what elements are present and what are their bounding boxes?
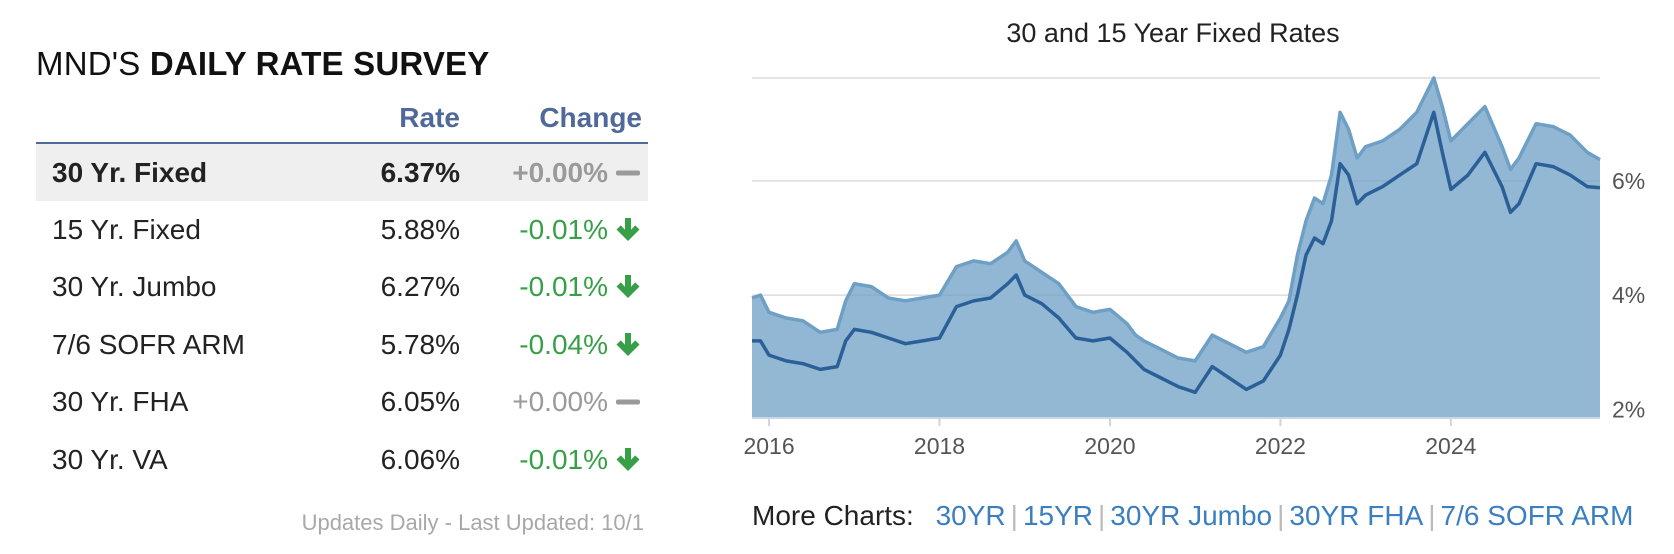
rate-row-rate: 6.05% [380,386,460,418]
x-tick-label: 2016 [743,433,794,459]
rate-survey-panel: MND'S DAILY RATE SURVEY Rate Change 30 Y… [36,44,648,535]
rate-row-change: +0.00% [512,386,608,418]
series-line-15yr [752,110,1601,395]
rate-row-change: -0.01% [519,271,608,303]
rate-row-change: -0.04% [519,328,608,360]
rate-row[interactable]: 30 Yr. Jumbo 6.27% -0.01% [36,259,648,316]
survey-title-prefix: MND'S [36,45,141,82]
rate-row[interactable]: 30 Yr. FHA 6.05% +0.00% [36,374,648,431]
arrow-down-icon [616,218,640,242]
chart-title: 30 and 15 Year Fixed Rates [1006,18,1340,48]
rate-row-name[interactable]: 30 Yr. Fixed [52,156,208,188]
x-tick-label: 2024 [1425,433,1476,459]
more-charts-link[interactable]: 7/6 SOFR ARM [1440,500,1634,531]
rate-row[interactable]: 30 Yr. VA 6.06% -0.01% [36,431,648,488]
link-separator: | [1277,500,1285,531]
rate-row-rate: 6.27% [380,271,460,303]
rate-row-name[interactable]: 7/6 SOFR ARM [52,328,245,360]
more-charts-bar: More Charts: 30YR | 15YR | 30YR Jumbo | 30YR F… [752,500,1633,532]
rate-row-rate: 5.78% [380,328,460,360]
survey-table-header: Rate Change [36,84,648,144]
dash-icon [616,399,640,405]
more-charts-link[interactable]: 15YR [1022,500,1093,531]
arrow-down-icon [616,275,640,299]
rate-row-name[interactable]: 30 Yr. Jumbo [52,271,217,303]
more-charts-link[interactable]: 30YR FHA [1289,500,1424,531]
x-tick-label: 2022 [1255,433,1306,459]
dash-icon [616,170,640,176]
survey-title: MND'S DAILY RATE SURVEY [36,44,648,84]
rate-row-rate: 5.88% [380,214,460,246]
y-tick-label: 2% [1612,396,1645,422]
x-tick-label: 2018 [914,433,965,459]
rate-row[interactable]: 30 Yr. Fixed 6.37% +0.00% [36,144,648,202]
rate-row-change: -0.01% [519,443,608,475]
more-charts-link[interactable]: 30YR Jumbo [1110,500,1273,531]
column-header-change: Change [539,102,642,133]
survey-table-body: 30 Yr. Fixed 6.37% +0.00% 15 Yr. Fixed 5.88%… [36,144,648,488]
arrow-down-icon [616,447,640,471]
x-tick-label: 2020 [1084,433,1135,459]
arrow-down-icon [616,332,640,356]
last-updated-note: Updates Daily - Last Updated: 10/1 [301,510,644,535]
column-header-rate: Rate [399,102,460,133]
rate-row-change: -0.01% [519,214,608,246]
rate-row-name[interactable]: 30 Yr. VA [52,443,168,475]
rate-row-rate: 6.06% [380,443,460,475]
link-separator: | [1010,500,1018,531]
series-area-15yr [752,112,1600,419]
more-charts-label: More Charts: [752,500,914,531]
rate-row[interactable]: 7/6 SOFR ARM 5.78% -0.04% [36,316,648,373]
rate-row-name[interactable]: 30 Yr. FHA [52,386,189,418]
series-line-30yr [751,76,1601,363]
y-tick-label: 6% [1612,168,1645,194]
rate-row[interactable]: 15 Yr. Fixed 5.88% -0.01% [36,201,648,258]
y-tick-label: 4% [1612,282,1645,308]
link-separator: | [1097,500,1106,531]
rate-row-name[interactable]: 15 Yr. Fixed [52,214,201,246]
survey-title-bold: DAILY RATE SURVEY [149,45,490,82]
more-charts-links: 30YR | 15YR | 30YR Jumbo | 30YR FHA | 7/6 SOFR A… [936,500,1634,531]
rate-row-change: +0.00% [512,156,608,188]
link-separator: | [1428,500,1436,531]
more-charts-link[interactable]: 30YR [935,500,1006,531]
rate-row-rate: 6.37% [380,156,460,188]
